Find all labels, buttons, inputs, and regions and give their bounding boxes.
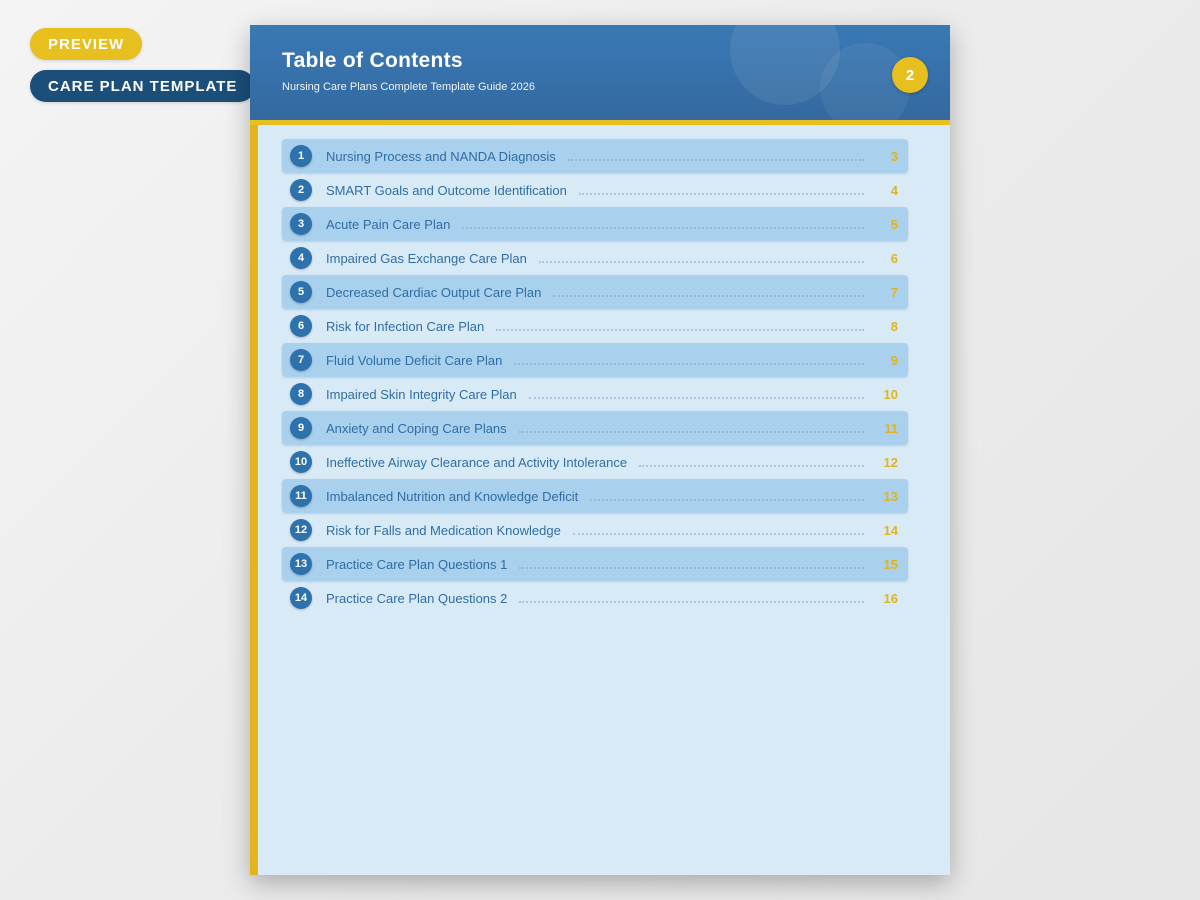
toc-item-page: 13 — [883, 488, 898, 504]
toc-item-label: Imbalanced Nutrition and Knowledge Defic… — [326, 488, 579, 504]
toc-item-number: 11 — [290, 485, 312, 507]
toc-row: 5 Decreased Cardiac Output Care Plan 7 — [282, 275, 908, 309]
dotted-leader — [528, 397, 864, 399]
toc-item-number: 2 — [290, 179, 312, 201]
toc-item-number: 13 — [290, 553, 312, 575]
care-plan-template-badge: CARE PLAN TEMPLATE — [30, 70, 256, 102]
toc-item-label: Impaired Gas Exchange Care Plan — [326, 250, 527, 266]
toc-row: 10 Ineffective Airway Clearance and Acti… — [282, 445, 908, 479]
dotted-leader — [572, 533, 864, 535]
toc-item-label: Fluid Volume Deficit Care Plan — [326, 352, 503, 368]
dotted-leader — [578, 193, 864, 195]
toc-item-label: Ineffective Airway Clearance and Activit… — [326, 454, 628, 470]
toc-row: 11 Imbalanced Nutrition and Knowledge De… — [282, 479, 908, 513]
dotted-leader — [519, 567, 864, 569]
toc-item-number: 10 — [290, 451, 312, 473]
document-body: 1 Nursing Process and NANDA Diagnosis 3 … — [250, 125, 950, 875]
toc-row: 4 Impaired Gas Exchange Care Plan 6 — [282, 241, 908, 275]
toc-item-number: 6 — [290, 315, 312, 337]
page-title: Table of Contents — [282, 49, 463, 72]
document-page: Table of Contents Nursing Care Plans Com… — [250, 25, 950, 875]
toc-item-page: 12 — [883, 454, 898, 470]
toc-row: 1 Nursing Process and NANDA Diagnosis 3 — [282, 139, 908, 173]
preview-badge: PREVIEW — [30, 28, 143, 60]
toc-item-page: 7 — [890, 284, 898, 300]
toc-item-page: 9 — [890, 352, 898, 368]
dotted-leader — [519, 601, 864, 603]
toc-row: 12 Risk for Falls and Medication Knowled… — [282, 513, 908, 547]
toc-item-number: 4 — [290, 247, 312, 269]
dotted-leader — [567, 159, 864, 161]
toc-list: 1 Nursing Process and NANDA Diagnosis 3 … — [282, 139, 908, 615]
toc-item-page: 15 — [883, 556, 898, 572]
toc-item-label: SMART Goals and Outcome Identification — [326, 182, 567, 198]
toc-item-label: Risk for Infection Care Plan — [326, 318, 485, 334]
toc-row: 14 Practice Care Plan Questions 2 16 — [282, 581, 908, 615]
toc-item-page: 11 — [884, 420, 898, 436]
toc-item-page: 3 — [890, 148, 898, 164]
corner-badges: PREVIEW CARE PLAN TEMPLATE — [30, 28, 256, 102]
toc-item-page: 10 — [883, 386, 898, 402]
toc-item-label: Practice Care Plan Questions 2 — [326, 590, 508, 606]
dotted-leader — [538, 261, 864, 263]
dotted-leader — [639, 465, 864, 467]
toc-item-number: 8 — [290, 383, 312, 405]
toc-item-page: 14 — [883, 522, 898, 538]
toc-row: 2 SMART Goals and Outcome Identification… — [282, 173, 908, 207]
document-header: Table of Contents Nursing Care Plans Com… — [250, 25, 950, 120]
toc-row: 9 Anxiety and Coping Care Plans 11 — [282, 411, 908, 445]
toc-item-label: Impaired Skin Integrity Care Plan — [326, 386, 517, 402]
toc-item-number: 3 — [290, 213, 312, 235]
page-subtitle: Nursing Care Plans Complete Template Gui… — [282, 81, 535, 93]
toc-row: 13 Practice Care Plan Questions 1 15 — [282, 547, 908, 581]
dotted-leader — [496, 329, 864, 331]
dotted-leader — [553, 295, 864, 297]
dotted-leader — [462, 227, 864, 229]
toc-item-number: 9 — [290, 417, 312, 439]
header-divider — [250, 120, 950, 125]
toc-item-label: Nursing Process and NANDA Diagnosis — [326, 148, 556, 164]
dotted-leader — [514, 363, 864, 365]
toc-item-label: Practice Care Plan Questions 1 — [326, 556, 508, 572]
dotted-leader — [518, 431, 864, 433]
toc-row: 7 Fluid Volume Deficit Care Plan 9 — [282, 343, 908, 377]
toc-row: 8 Impaired Skin Integrity Care Plan 10 — [282, 377, 908, 411]
toc-item-label: Anxiety and Coping Care Plans — [326, 420, 507, 436]
toc-item-label: Decreased Cardiac Output Care Plan — [326, 284, 542, 300]
toc-item-page: 6 — [890, 250, 898, 266]
toc-item-number: 12 — [290, 519, 312, 541]
toc-row: 3 Acute Pain Care Plan 5 — [282, 207, 908, 241]
page-number-badge: 2 — [892, 57, 928, 93]
toc-item-label: Risk for Falls and Medication Knowledge — [326, 522, 561, 538]
toc-item-page: 8 — [890, 318, 898, 334]
dotted-leader — [590, 499, 864, 501]
toc-item-number: 7 — [290, 349, 312, 371]
toc-item-label: Acute Pain Care Plan — [326, 216, 451, 232]
toc-item-number: 1 — [290, 145, 312, 167]
toc-row: 6 Risk for Infection Care Plan 8 — [282, 309, 908, 343]
toc-item-page: 5 — [890, 216, 898, 232]
toc-item-number: 5 — [290, 281, 312, 303]
toc-item-number: 14 — [290, 587, 312, 609]
toc-item-page: 4 — [890, 182, 898, 198]
toc-item-page: 16 — [883, 590, 898, 606]
